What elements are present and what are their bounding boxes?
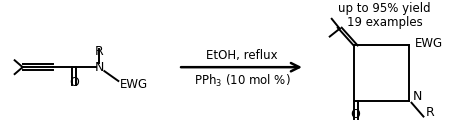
Text: O: O bbox=[70, 76, 80, 89]
Text: EWG: EWG bbox=[120, 78, 148, 91]
Text: R: R bbox=[426, 107, 434, 119]
Text: PPh$_3$ (10 mol %): PPh$_3$ (10 mol %) bbox=[193, 73, 291, 89]
Text: N: N bbox=[412, 90, 422, 103]
Text: 19 examples: 19 examples bbox=[346, 16, 422, 29]
Text: EtOH, reflux: EtOH, reflux bbox=[206, 49, 278, 62]
Text: up to 95% yield: up to 95% yield bbox=[338, 2, 431, 15]
Text: EWG: EWG bbox=[414, 37, 443, 50]
Text: R: R bbox=[95, 45, 104, 58]
Text: O: O bbox=[351, 108, 361, 122]
Text: N: N bbox=[95, 61, 104, 74]
